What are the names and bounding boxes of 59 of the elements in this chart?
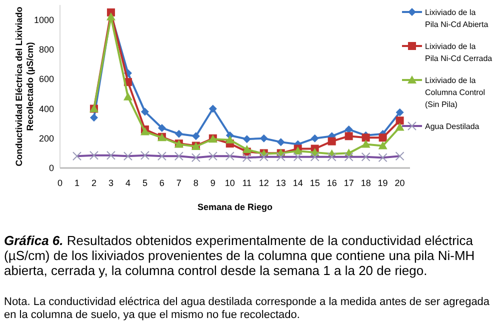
x-tick-label: 3 — [108, 178, 114, 188]
point — [328, 137, 336, 146]
y-tick-label: 800 — [38, 44, 54, 55]
point — [396, 108, 404, 116]
point — [344, 125, 353, 134]
point — [310, 134, 319, 142]
x-tick-label: 11 — [242, 178, 252, 188]
x-tick-label: 6 — [159, 178, 164, 188]
point — [344, 132, 353, 140]
legend-label: Lixiviado de la Pila Ni-Cd Abierta — [425, 8, 489, 29]
point — [378, 134, 387, 142]
y-tick-label: 1000 — [34, 14, 54, 25]
x-tick-label: 17 — [344, 178, 354, 188]
text: Nota. La conductividad eléctrica del agua destilada corresponde a la medida antes de ser agregada en la columna de suelo, ya que el mismo no fue recolectado. — [3, 295, 491, 322]
x-tick-label: 20 — [394, 178, 405, 188]
point — [90, 114, 98, 122]
point — [123, 92, 132, 100]
point — [174, 130, 183, 138]
text: Gráfica 6. — [4, 233, 64, 248]
x-tick-label: 2 — [91, 178, 96, 188]
x-tick-label: 13 — [276, 178, 286, 188]
y-tick-label: 400 — [38, 104, 54, 114]
x-tick-label: 18 — [360, 178, 371, 188]
point — [242, 144, 252, 153]
x-tick-label: 5 — [142, 178, 148, 188]
point — [140, 108, 149, 116]
point — [158, 124, 166, 132]
x-tick-label: 12 — [258, 178, 269, 188]
y-tick-label: 600 — [38, 74, 54, 84]
x-tick-label: 10 — [224, 178, 235, 188]
point — [208, 104, 217, 113]
y-tick-label: 0 — [48, 163, 54, 174]
legend-label: Lixiviado de la Columna Control (Sin Pila) — [425, 76, 486, 109]
y-tick-label: 200 — [38, 134, 54, 144]
x-axis-title: Semana de Riego — [197, 202, 274, 212]
x-tick-label: 14 — [292, 178, 303, 188]
point — [395, 122, 404, 131]
x-tick-label: 19 — [378, 178, 388, 188]
point — [378, 141, 388, 150]
point — [106, 12, 116, 20]
point — [225, 135, 234, 144]
x-tick-label: 7 — [176, 178, 182, 188]
x-tick-label: 8 — [193, 178, 198, 188]
x-tick-label: 0 — [57, 178, 63, 188]
point — [362, 134, 370, 142]
x-tick-label: 1 — [74, 178, 80, 188]
x-tick-label: 15 — [310, 178, 320, 188]
y-axis-title: Conductividad Eléctrica del Lixiviado Recolectado (µS/cm) — [14, 6, 35, 166]
point — [276, 138, 285, 146]
x-tick-label: 16 — [326, 178, 337, 188]
legend-label: Agua Destilada — [425, 122, 480, 131]
point — [361, 140, 370, 148]
point — [192, 132, 200, 140]
point — [396, 116, 404, 125]
point — [242, 135, 251, 144]
x-tick-label: 9 — [210, 178, 216, 188]
x-tick-label: 4 — [125, 178, 130, 188]
point — [260, 134, 268, 142]
legend-label: Lixiviado de la Pila Ni-Cd Cerrada — [425, 42, 493, 63]
